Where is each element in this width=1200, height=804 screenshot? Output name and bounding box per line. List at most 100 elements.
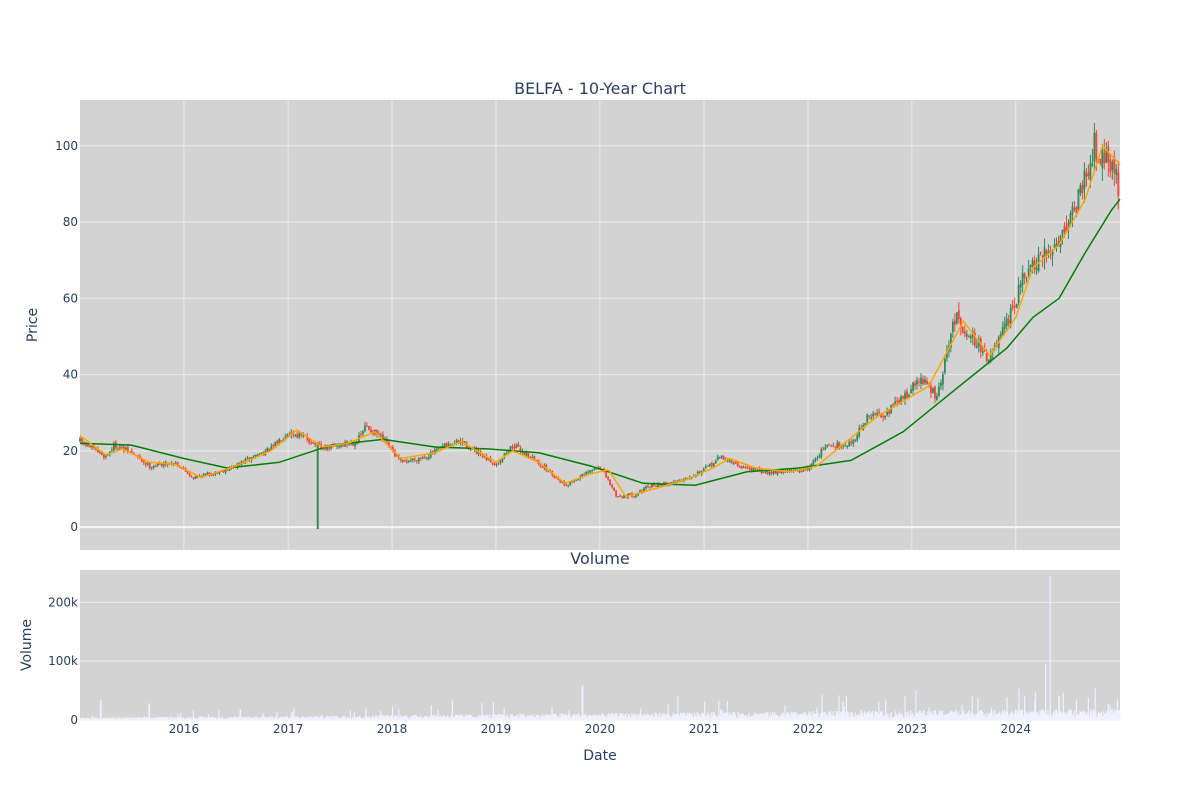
candle-body: [872, 414, 874, 417]
x-tick-label: 2024: [1001, 722, 1032, 736]
candle-body: [1054, 245, 1056, 248]
candle-body: [187, 472, 189, 474]
candle-body: [735, 462, 737, 463]
candle-body: [723, 456, 725, 459]
candle-body: [312, 443, 314, 444]
candle-body: [621, 497, 623, 498]
candle-body: [1008, 320, 1010, 324]
candle-body: [1109, 160, 1111, 173]
candle-body: [1016, 304, 1018, 308]
candle-body: [844, 445, 846, 446]
candle-body: [705, 467, 707, 469]
candle-body: [360, 434, 362, 435]
candle-body: [609, 480, 611, 486]
candle-body: [763, 472, 765, 473]
candle-body: [500, 460, 502, 463]
candle-body: [665, 482, 667, 483]
candle-body: [496, 463, 498, 465]
candle-body: [1036, 268, 1038, 270]
candle-body: [916, 380, 918, 384]
candle-body: [336, 446, 338, 447]
candle-body: [1074, 208, 1076, 209]
candle-body: [420, 458, 422, 459]
volume-bar: [821, 695, 822, 720]
candle-body: [408, 461, 410, 462]
candle-body: [1040, 252, 1042, 253]
candle-body: [567, 485, 569, 486]
candle-body: [856, 435, 858, 440]
candle-body: [518, 444, 520, 446]
candle-body: [655, 486, 657, 487]
x-tick-label: 2021: [689, 722, 720, 736]
candle-body: [649, 487, 651, 488]
candle-body: [362, 431, 364, 434]
candle-body: [876, 413, 878, 415]
candle-body: [91, 446, 93, 447]
candle-body: [719, 457, 721, 458]
volume-subplot-title: Volume: [570, 549, 630, 568]
candle-body: [1024, 273, 1026, 278]
x-tick-label: 2019: [481, 722, 512, 736]
candle-body: [412, 459, 414, 461]
candle-body: [1028, 268, 1030, 275]
candle-body: [1018, 285, 1020, 303]
candle-body: [1072, 206, 1074, 214]
volume-bar: [1119, 710, 1120, 720]
candle-body: [1084, 170, 1086, 189]
candle-body: [193, 477, 195, 478]
candle-body: [633, 496, 635, 497]
candle-body: [145, 463, 147, 465]
candle-body: [583, 474, 585, 475]
candle-body: [1056, 244, 1058, 246]
candle-body: [426, 458, 428, 459]
candle-body: [729, 460, 731, 461]
volume-bar: [846, 696, 847, 720]
price-y-tick-label: 40: [63, 368, 78, 382]
candle-body: [151, 467, 153, 468]
candle-body: [1103, 153, 1105, 163]
candle-body: [912, 383, 914, 391]
candle-body: [874, 413, 876, 414]
candle-body: [189, 474, 191, 476]
candle-body: [717, 457, 719, 460]
candle-body: [348, 444, 350, 445]
candle-body: [721, 456, 723, 458]
volume-bar: [1018, 689, 1019, 720]
price-y-tick-label: 100: [55, 139, 78, 153]
candle-body: [910, 389, 912, 393]
volume-bar: [838, 695, 839, 720]
candle-body: [1020, 284, 1022, 288]
candle-body: [492, 463, 494, 464]
candle-body: [191, 476, 193, 477]
candle-body: [934, 386, 936, 398]
candle-body: [737, 463, 739, 467]
candle-body: [404, 460, 406, 461]
candle-body: [607, 477, 609, 479]
candle-body: [1086, 173, 1088, 176]
candle-body: [589, 471, 591, 473]
candle-body: [272, 445, 274, 446]
candle-body: [105, 456, 107, 457]
candle-body: [703, 469, 705, 471]
candle-body: [1093, 133, 1095, 162]
volume-bar: [438, 710, 439, 720]
volume-y-tick-label: 100k: [48, 654, 78, 668]
candle-body: [366, 426, 368, 427]
candle-body: [354, 444, 356, 447]
candle-body: [709, 464, 711, 466]
candle-body: [707, 466, 709, 467]
candle-body: [1046, 250, 1048, 254]
candle-body: [1012, 305, 1014, 308]
candle-body: [816, 458, 818, 459]
price-y-tick-label: 80: [63, 215, 78, 229]
candle-body: [617, 496, 619, 497]
candle-body: [938, 387, 940, 396]
candle-body: [936, 396, 938, 400]
candle-body: [1026, 278, 1028, 279]
x-tick-label: 2020: [585, 722, 616, 736]
x-tick-label: 2017: [273, 722, 304, 736]
candle-body: [932, 388, 934, 393]
candle-body: [751, 468, 753, 471]
candle-body: [1080, 185, 1082, 193]
